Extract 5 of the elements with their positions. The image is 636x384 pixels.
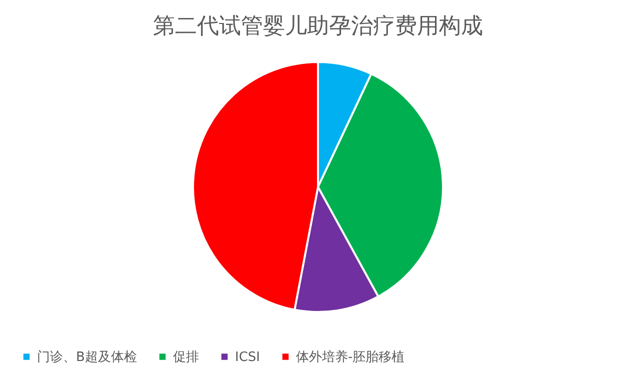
legend-label: 促排 [173, 350, 199, 365]
legend-label: 门诊、B超及体检 [37, 348, 137, 365]
legend-label: ICSI [235, 350, 260, 365]
legend-label: 体外培养-胚胎移植 [296, 348, 405, 365]
chart-title: 第二代试管婴儿助孕治疗费用构成 [153, 14, 483, 39]
